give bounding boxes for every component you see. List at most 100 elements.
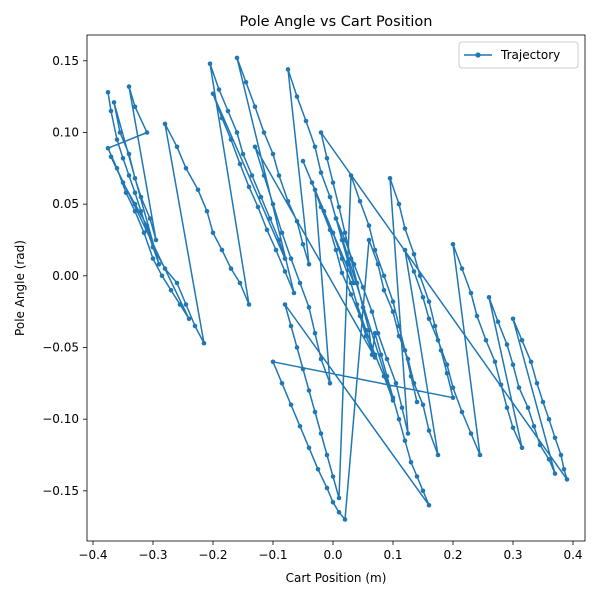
data-point: [126, 151, 132, 157]
data-point: [420, 488, 426, 494]
data-point: [126, 84, 132, 89]
data-point: [561, 467, 567, 472]
data-point: [537, 442, 543, 448]
data-point: [357, 199, 363, 204]
data-point: [504, 342, 510, 347]
y-tick-label: 0.10: [52, 125, 79, 139]
data-point: [144, 227, 150, 233]
data-point: [552, 471, 558, 476]
data-point: [336, 204, 342, 210]
data-point: [504, 405, 510, 411]
data-point: [414, 474, 420, 479]
data-point: [144, 223, 150, 228]
data-point: [237, 280, 243, 286]
data-point: [369, 352, 375, 358]
data-point: [348, 173, 354, 178]
data-point: [300, 366, 306, 372]
y-axis: −0.15 −0.10 −0.05 0.00 0.05 0.10 0.15: [42, 54, 87, 498]
data-point: [315, 467, 321, 472]
data-point: [444, 371, 450, 376]
data-point: [411, 252, 417, 257]
y-tick-label: 0.00: [52, 269, 79, 283]
data-point: [564, 477, 570, 482]
data-point: [399, 405, 405, 411]
data-point: [327, 227, 333, 233]
data-point: [150, 256, 156, 261]
data-point: [132, 209, 138, 214]
data-point: [219, 247, 225, 253]
y-tick-label: −0.10: [42, 412, 79, 426]
data-point: [108, 154, 114, 160]
data-point: [402, 348, 408, 353]
data-point: [366, 237, 372, 243]
data-point: [318, 356, 324, 362]
data-point: [111, 100, 117, 105]
data-point: [546, 457, 552, 462]
data-point: [417, 273, 423, 279]
data-point: [420, 402, 426, 408]
data-point: [252, 104, 258, 109]
series-line: [107, 57, 568, 521]
data-point: [267, 216, 273, 221]
y-tick-label: −0.05: [42, 340, 79, 354]
data-point: [168, 287, 174, 293]
data-point: [402, 247, 408, 253]
data-point: [483, 338, 489, 343]
data-point: [339, 256, 345, 261]
data-point: [264, 227, 270, 233]
data-point: [318, 431, 324, 436]
data-point: [330, 230, 336, 236]
data-point: [360, 285, 366, 290]
data-point: [390, 309, 396, 315]
data-point: [186, 316, 192, 322]
data-point: [372, 247, 378, 253]
data-point: [354, 280, 360, 286]
data-point: [531, 424, 537, 429]
x-axis-label: Cart Position (m): [286, 571, 387, 585]
data-point: [348, 280, 354, 286]
legend-label: Trajectory: [500, 48, 560, 62]
data-point: [387, 176, 393, 181]
data-point: [195, 187, 201, 193]
data-point: [246, 302, 252, 307]
data-point: [348, 292, 354, 297]
data-point: [450, 395, 456, 401]
data-point: [336, 495, 342, 501]
data-point: [174, 280, 180, 286]
data-point: [156, 262, 162, 267]
data-point: [252, 144, 258, 150]
data-point: [390, 299, 396, 304]
data-point: [408, 373, 414, 379]
data-point: [294, 94, 300, 99]
data-point: [153, 237, 159, 243]
x-tick-label: −0.2: [198, 548, 227, 562]
data-point: [132, 104, 138, 109]
data-point: [510, 316, 516, 322]
data-point: [117, 130, 123, 135]
data-point: [120, 180, 126, 185]
data-point: [510, 425, 516, 431]
data-point: [279, 230, 285, 236]
data-point: [336, 510, 342, 515]
data-point: [486, 295, 492, 300]
data-point: [294, 345, 300, 350]
data-point: [306, 305, 312, 310]
data-point: [363, 333, 369, 339]
data-point: [306, 388, 312, 393]
data-point: [384, 356, 390, 362]
x-tick-label: 0.4: [563, 548, 582, 562]
data-point: [192, 323, 198, 329]
x-tick-label: −0.1: [258, 548, 287, 562]
x-tick-label: −0.3: [138, 548, 167, 562]
data-point: [330, 180, 336, 185]
data-point: [147, 216, 153, 221]
data-point: [201, 340, 207, 346]
data-point: [303, 118, 309, 124]
data-point: [405, 431, 411, 436]
data-point: [384, 373, 390, 379]
data-point: [546, 416, 552, 422]
data-point: [435, 338, 441, 343]
data-point: [474, 313, 480, 319]
data-point: [210, 91, 216, 97]
